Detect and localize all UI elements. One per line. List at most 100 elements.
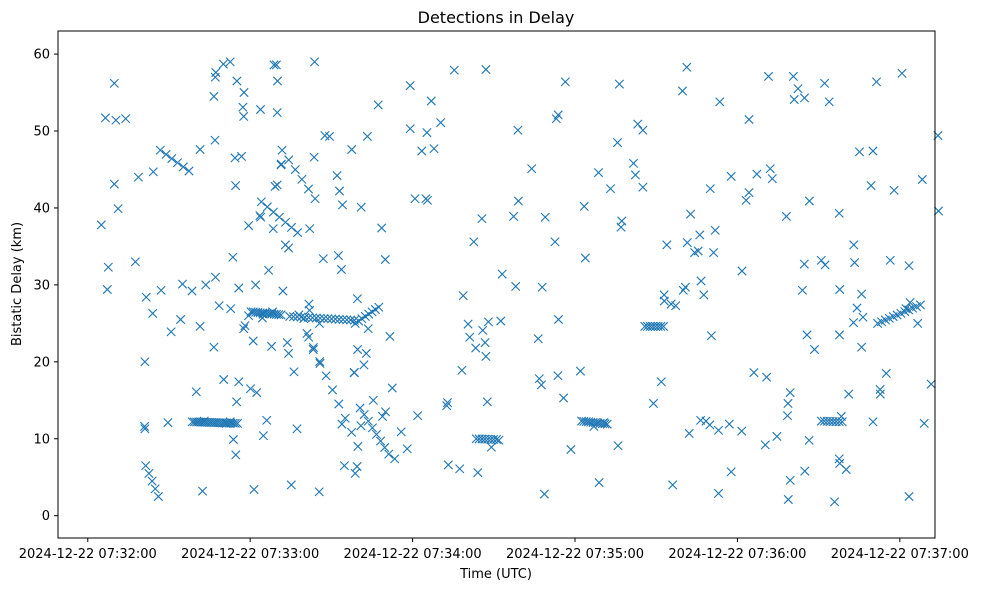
data-point <box>486 442 496 452</box>
data-point <box>617 216 627 226</box>
data-point <box>176 314 186 325</box>
data-point <box>481 351 491 361</box>
data-point <box>417 146 427 156</box>
data-point <box>153 491 163 502</box>
y-tick-label: 10 <box>33 432 50 447</box>
x-axis-label: Time (UTC) <box>459 567 532 582</box>
data-point <box>413 411 423 421</box>
data-point <box>288 312 299 322</box>
data-point <box>268 207 278 217</box>
data-point <box>309 152 319 162</box>
data-point <box>513 196 523 206</box>
data-point <box>191 387 201 397</box>
data-point <box>209 342 219 352</box>
data-point <box>232 418 243 428</box>
data-point <box>834 208 844 218</box>
data-point <box>426 96 436 106</box>
data-point <box>353 344 363 355</box>
data-point <box>820 260 830 270</box>
data-point <box>633 119 643 129</box>
data-point <box>458 291 468 301</box>
data-point <box>305 224 315 234</box>
data-point <box>390 454 400 464</box>
data-point <box>197 486 208 496</box>
data-point <box>659 296 669 306</box>
x-tick-label: 2024-12-22 07:35:00 <box>506 547 644 562</box>
y-tick-label: 20 <box>33 355 50 370</box>
data-point <box>724 419 734 429</box>
data-point <box>559 393 569 403</box>
data-point <box>262 202 272 212</box>
data-point <box>336 264 346 275</box>
data-point <box>210 272 221 282</box>
y-tick-label: 30 <box>33 278 50 293</box>
data-point <box>638 125 648 135</box>
data-point <box>373 100 383 110</box>
data-point <box>478 325 488 335</box>
data-point <box>277 145 287 155</box>
data-point <box>580 253 590 263</box>
data-point <box>749 368 759 378</box>
data-point <box>356 202 366 212</box>
data-point <box>304 313 314 323</box>
data-point <box>380 442 390 453</box>
data-point <box>482 397 492 407</box>
data-point <box>706 331 716 341</box>
data-point <box>402 444 412 454</box>
data-point <box>605 184 616 194</box>
data-point <box>239 324 249 334</box>
data-point <box>800 466 810 476</box>
data-point <box>363 324 373 334</box>
data-point <box>737 266 747 276</box>
data-point <box>820 78 830 88</box>
data-point <box>315 313 325 323</box>
data-point <box>919 418 929 428</box>
y-axis: 0 10 20 30 40 50 60 <box>33 48 58 524</box>
data-point <box>228 434 238 445</box>
data-point <box>320 131 330 141</box>
data-point <box>178 162 188 172</box>
data-point <box>271 60 281 70</box>
data-point <box>837 417 847 427</box>
data-point <box>477 214 487 224</box>
data-point <box>297 174 307 184</box>
data-point <box>385 331 395 341</box>
data-point <box>799 93 810 103</box>
data-point <box>695 230 705 240</box>
data-point <box>268 224 278 234</box>
data-point <box>854 147 865 157</box>
data-point <box>141 461 151 471</box>
data-point <box>347 144 357 155</box>
data-point <box>905 298 915 308</box>
data-point <box>367 423 377 433</box>
data-point <box>613 441 623 451</box>
data-point <box>278 286 288 296</box>
data-point <box>744 188 754 198</box>
data-point <box>284 348 294 358</box>
data-point <box>156 285 166 295</box>
data-point <box>835 284 845 295</box>
data-point <box>155 145 165 155</box>
x-tick-label: 2024-12-22 07:33:00 <box>181 547 319 562</box>
data-point <box>361 348 371 358</box>
data-point <box>443 460 453 470</box>
data-point <box>292 424 302 434</box>
data-point <box>140 424 150 434</box>
data-point <box>323 314 333 324</box>
data-point <box>463 319 473 329</box>
data-point <box>334 314 344 324</box>
data-point <box>148 308 158 318</box>
data-point <box>933 206 944 216</box>
data-point <box>264 265 274 275</box>
data-point <box>226 304 236 314</box>
data-point <box>327 385 338 395</box>
data-point <box>133 172 143 182</box>
data-point <box>696 415 706 425</box>
data-point <box>457 365 467 375</box>
data-point <box>284 155 294 165</box>
data-point <box>150 484 160 494</box>
data-point <box>292 312 302 322</box>
data-point <box>363 416 373 426</box>
data-point <box>380 407 391 417</box>
data-point <box>804 196 814 206</box>
